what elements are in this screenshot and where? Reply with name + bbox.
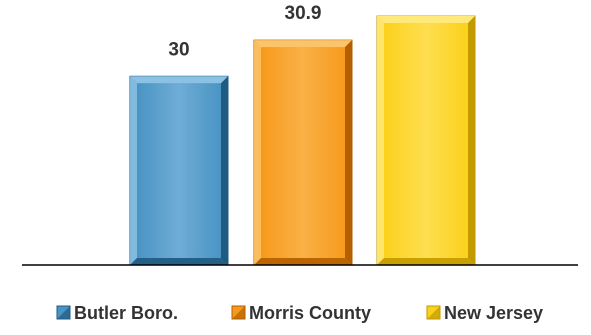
bar-bevel-right — [221, 76, 228, 266]
legend-item-morris-county: Morris County — [231, 303, 371, 323]
bar-bevel-left — [130, 76, 137, 266]
bar-bevel-left — [254, 40, 261, 265]
legend-swatch-shade — [232, 306, 245, 319]
legend-item-butler-boro: Butler Boro. — [56, 303, 178, 323]
bar-new-jersey — [376, 15, 476, 266]
bar-bevel-bottom — [254, 258, 352, 265]
legend-label: Butler Boro. — [74, 303, 178, 323]
legend-item-new-jersey: New Jersey — [426, 303, 543, 323]
bar-bevel-top — [254, 40, 352, 48]
bar-bevel-top — [377, 16, 475, 24]
bar-face — [384, 23, 468, 258]
bars-group — [129, 15, 476, 266]
legend-swatch-shade — [57, 306, 70, 319]
bar-bevel-left — [377, 16, 384, 265]
bar-bevel-top — [130, 76, 228, 84]
bar-bevel-right — [345, 40, 352, 265]
bar-face — [261, 47, 345, 258]
bar-bevel-bottom — [130, 258, 228, 265]
data-label-morris-county: 30.9 — [285, 3, 322, 24]
data-label-butler-boro: 30 — [168, 39, 189, 60]
bar-butler-boro — [129, 75, 229, 266]
bar-bevel-right — [468, 16, 475, 265]
legend-swatch-shade — [427, 306, 440, 319]
legend-label: Morris County — [249, 303, 371, 323]
legend-label: New Jersey — [444, 303, 543, 323]
bar-bevel-bottom — [377, 258, 475, 265]
bar-face — [137, 83, 221, 259]
bar-morris-county — [253, 39, 353, 266]
legend: Butler Boro. Morris County New Jersey — [56, 303, 543, 323]
